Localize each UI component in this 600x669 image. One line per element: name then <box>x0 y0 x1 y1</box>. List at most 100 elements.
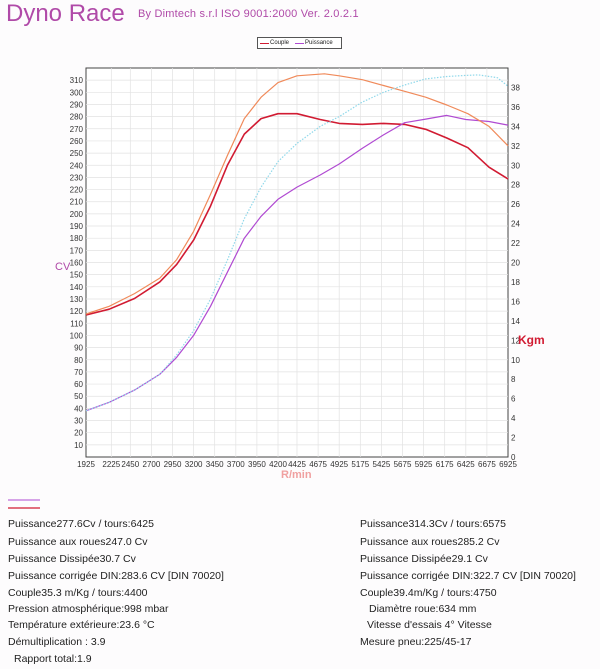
series-line-puissance-run1 <box>85 114 509 412</box>
x-tick-label: 3450 <box>206 460 224 469</box>
series-line-couple-run2 <box>85 73 509 315</box>
run2-puissance-dissipee: Puissance Dissipée29.1 Cv <box>360 553 488 565</box>
y-left-tick-label: 130 <box>70 295 84 304</box>
y-right-tick-label: 22 <box>511 239 520 248</box>
run1-puissance: Puissance277.6Cv / tours:6425 <box>8 518 154 530</box>
chart-legend: Couple Puissance <box>257 37 342 49</box>
y-left-tick-label: 60 <box>74 380 83 389</box>
y-left-tick-label: 280 <box>70 113 84 122</box>
run2-puissance: Puissance314.3Cv / tours:6575 <box>360 518 506 530</box>
y-axis-label-left: CV <box>55 261 71 273</box>
x-tick-label: 2950 <box>164 460 182 469</box>
y-left-tick-label: 220 <box>70 186 84 195</box>
dyno-chart: 1925 2225 2450 2700 2950 3200 3450 3700 3950 4200… <box>70 67 520 469</box>
app-title: Dyno Race <box>6 0 125 27</box>
y-right-tick-label: 36 <box>511 103 520 112</box>
legend-label-puissance: Puissance <box>305 40 333 46</box>
y-left-tick-label: 70 <box>74 368 83 377</box>
legend-item-couple: Couple <box>260 40 289 46</box>
x-tick-label: 3950 <box>248 460 266 469</box>
x-tick-label: 4925 <box>330 460 348 469</box>
y-left-tick-label: 180 <box>70 234 84 243</box>
y-right-tick-label: 24 <box>511 220 520 229</box>
series-line-couple-run1 <box>85 112 509 316</box>
y-right-tick-label: 4 <box>511 414 516 423</box>
x-tick-label: 3200 <box>185 460 203 469</box>
y-left-tick-label: 40 <box>74 404 83 413</box>
y-left-tick-label: 140 <box>70 283 84 292</box>
x-tick-label: 2450 <box>121 460 139 469</box>
x-tick-label: 4425 <box>288 460 306 469</box>
y-right-tick-label: 10 <box>511 356 520 365</box>
x-tick-label: 3700 <box>227 460 245 469</box>
run1-temperature: Température extérieure:23.6 °C <box>8 619 155 631</box>
legend-label-couple: Couple <box>270 40 290 46</box>
x-axis-label: R/min <box>281 469 312 481</box>
y-left-tick-label: 90 <box>74 344 83 353</box>
y-left-tick-label: 300 <box>70 88 84 97</box>
run1-puissance-dissipee: Puissance Dissipée30.7 Cv <box>8 553 136 565</box>
y-left-tick-label: 110 <box>70 319 83 328</box>
y-right-tick-label: 2 <box>511 434 516 443</box>
y-left-tick-label: 290 <box>70 100 84 109</box>
y-left-tick-label: 50 <box>74 392 83 401</box>
y-right-tick-label: 26 <box>511 200 520 209</box>
x-tick-label: 6175 <box>436 460 454 469</box>
run2-vitesse: Vitesse d'essais 4° Vitesse <box>367 619 492 631</box>
x-tick-label: 5925 <box>415 460 433 469</box>
y-left-tick-label: 310 <box>70 76 84 85</box>
run2-diametre: Diamètre roue:634 mm <box>369 603 477 615</box>
run1-demultiplication: Démultiplication : 3.9 <box>8 636 106 648</box>
x-tick-label: 6425 <box>457 460 475 469</box>
y-left-tick-label: 190 <box>70 222 84 231</box>
x-tick-label: 5675 <box>394 460 412 469</box>
y-left-tick-label: 210 <box>70 198 84 207</box>
x-tick-label: 1925 <box>77 460 95 469</box>
y-right-tick-label: 30 <box>511 161 520 170</box>
run-color-indicators <box>8 499 40 509</box>
x-tick-label: 4675 <box>309 460 327 469</box>
x-tick-label: 6675 <box>478 460 496 469</box>
y-right-tick-label: 28 <box>511 181 520 190</box>
y-left-tick-label: 200 <box>70 210 84 219</box>
x-tick-label: 2225 <box>102 460 120 469</box>
legend-swatch-couple <box>260 42 269 44</box>
y-right-tick-label: 32 <box>511 142 520 151</box>
y-axis-label-right: Kgm <box>518 333 545 347</box>
x-tick-label: 4200 <box>269 460 287 469</box>
y-right-tick-label: 16 <box>511 297 520 306</box>
legend-item-puissance: Puissance <box>295 40 333 46</box>
series-line-puissance-run2 <box>85 74 509 412</box>
y-left-tick-label: 120 <box>70 307 84 316</box>
run1-couple: Couple35.3 m/Kg / tours:4400 <box>8 587 148 599</box>
legend-swatch-puissance <box>295 42 305 44</box>
y-left-tick-label: 240 <box>70 161 84 170</box>
y-right-tick-label: 6 <box>511 395 516 404</box>
app-subtitle: By Dimtech s.r.l ISO 9001:2000 Ver. 2.0.… <box>138 8 359 20</box>
run2-mesure: Mesure pneu:225/45-17 <box>360 636 472 648</box>
y-left-tick-label: 260 <box>70 137 84 146</box>
y-right-tick-label: 34 <box>511 122 520 131</box>
y-left-tick-label: 230 <box>70 173 84 182</box>
x-tick-label: 2700 <box>143 460 161 469</box>
x-tick-label: 5175 <box>351 460 369 469</box>
y-left-tick-label: 80 <box>74 356 83 365</box>
x-tick-label: 6925 <box>499 460 517 469</box>
run2-puissance-corrigee: Puissance corrigée DIN:322.7 CV [DIN 700… <box>360 570 576 582</box>
run1-puissance-corrigee: Puissance corrigée DIN:283.6 CV [DIN 700… <box>8 570 224 582</box>
y-right-tick-label: 0 <box>511 453 516 462</box>
run2-couple: Couple39.4m/Kg / tours:4750 <box>360 587 497 599</box>
run1-pression: Pression atmosphérique:998 mbar <box>8 603 169 615</box>
x-tick-label: 5425 <box>373 460 391 469</box>
y-left-tick-label: 270 <box>70 125 84 134</box>
y-left-tick-label: 20 <box>74 429 83 438</box>
run1-rapport: Rapport total:1.9 <box>14 653 92 665</box>
y-left-tick-label: 10 <box>74 441 83 450</box>
y-right-tick-label: 8 <box>511 375 516 384</box>
y-left-tick-label: 100 <box>70 331 84 340</box>
run1-puissance-roues: Puissance aux roues247.0 Cv <box>8 536 148 548</box>
y-right-tick-label: 12 <box>511 336 520 345</box>
y-right-tick-label: 18 <box>511 278 520 287</box>
y-right-tick-label: 38 <box>511 83 520 92</box>
y-left-tick-label: 150 <box>70 271 84 280</box>
